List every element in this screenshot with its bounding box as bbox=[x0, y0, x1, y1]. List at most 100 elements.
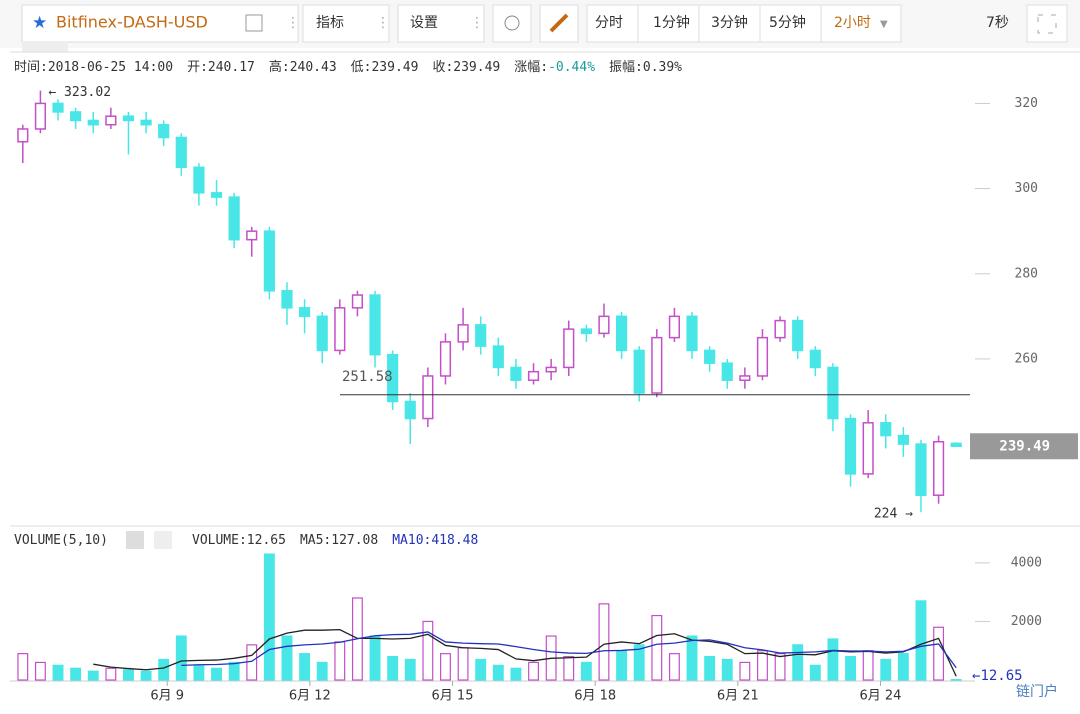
candle-body bbox=[140, 119, 152, 126]
candle-body bbox=[193, 166, 205, 194]
active-period[interactable]: 2小时 bbox=[834, 15, 871, 31]
candle-body bbox=[527, 370, 540, 381]
volume-bar bbox=[299, 653, 311, 681]
arrow: ← bbox=[972, 668, 980, 684]
fullscreen-button[interactable] bbox=[1026, 4, 1068, 43]
volume-bar bbox=[510, 667, 522, 681]
symbol[interactable]: Bitfinex-DASH-USD bbox=[56, 13, 208, 32]
candle-body bbox=[897, 434, 909, 445]
candle-body bbox=[122, 115, 135, 122]
candle-body bbox=[158, 123, 170, 139]
volume-bar bbox=[809, 664, 821, 681]
close-icon bbox=[154, 531, 172, 549]
volume-legend: VOLUME:12.65 MA5:127.08 MA10:418.48 bbox=[192, 533, 478, 548]
volume-bar bbox=[140, 670, 152, 681]
collapse-tab[interactable] bbox=[22, 42, 68, 52]
volume-bar bbox=[704, 655, 716, 681]
fullscreen-icon bbox=[1037, 14, 1057, 34]
candle-body bbox=[422, 375, 434, 420]
x-tick-label: 6月 12 bbox=[289, 689, 331, 704]
y-tick-label: 320 bbox=[1015, 96, 1038, 111]
volume-bar bbox=[334, 641, 346, 681]
volume-bar bbox=[228, 661, 240, 681]
candle-body bbox=[844, 417, 857, 475]
candle-body bbox=[739, 375, 751, 381]
indicator-button[interactable] bbox=[302, 4, 390, 43]
period[interactable]: 分时 bbox=[595, 15, 623, 31]
volume-bar bbox=[563, 655, 575, 681]
y-tick-label: 300 bbox=[1015, 181, 1038, 196]
candle-body bbox=[950, 442, 962, 448]
volume-bar bbox=[17, 653, 29, 681]
info-label: 收: bbox=[432, 60, 453, 75]
candle-body bbox=[580, 328, 592, 335]
vol-value: 12.65 bbox=[247, 533, 286, 548]
volume-title: VOLUME(5,10) bbox=[14, 533, 108, 548]
volume-bar bbox=[440, 653, 451, 681]
volume-bar bbox=[281, 635, 293, 681]
vol-label: VOLUME: bbox=[192, 533, 247, 548]
volume-bar bbox=[387, 655, 399, 681]
symbol-box[interactable] bbox=[21, 4, 299, 43]
volume-bar bbox=[158, 658, 170, 681]
volume-bar bbox=[316, 661, 328, 681]
volume-tick-label: 2000 bbox=[1011, 614, 1042, 629]
candle-body bbox=[756, 336, 769, 377]
info-value: 239.49 bbox=[371, 60, 418, 75]
candle-body bbox=[334, 307, 346, 352]
volume-bar bbox=[862, 650, 874, 681]
candle-body bbox=[668, 315, 681, 339]
volume-bar bbox=[369, 635, 381, 681]
theme-button[interactable] bbox=[492, 4, 532, 43]
volume-bar bbox=[933, 626, 945, 681]
ma10-label: MA10: bbox=[392, 533, 431, 548]
settings-button[interactable] bbox=[397, 4, 485, 43]
candle-body bbox=[175, 136, 187, 169]
volume-bar bbox=[721, 658, 733, 681]
info-label: 高: bbox=[269, 59, 290, 75]
candle-body bbox=[34, 102, 47, 130]
last-volume: 12.65 bbox=[980, 668, 1022, 684]
price-line-label: 251.58 bbox=[342, 369, 393, 385]
volume-bar bbox=[774, 653, 786, 681]
candle-body bbox=[281, 290, 293, 309]
candle-body bbox=[932, 440, 945, 496]
ma5-label: MA5: bbox=[300, 533, 331, 548]
candle-body bbox=[774, 319, 786, 339]
last-volume-tag: ←12.65 bbox=[972, 668, 1023, 684]
settings[interactable]: 设置 bbox=[410, 15, 438, 31]
candle-body bbox=[105, 115, 117, 126]
candle-body bbox=[316, 315, 328, 352]
sun-icon bbox=[504, 15, 520, 31]
dots: ⋮ bbox=[286, 15, 300, 31]
period[interactable]: 3分钟 bbox=[711, 14, 748, 31]
dots: ⋮ bbox=[376, 15, 390, 31]
candle-body bbox=[87, 119, 99, 126]
volume-bar bbox=[175, 635, 187, 681]
volume-bar bbox=[950, 679, 962, 681]
popout-icon[interactable] bbox=[245, 14, 263, 32]
candle-body bbox=[246, 230, 258, 241]
watermark: 链门户 bbox=[1016, 683, 1058, 700]
volume-bar bbox=[668, 653, 680, 681]
indicator[interactable]: 指标 bbox=[316, 15, 344, 31]
candle-body bbox=[263, 230, 275, 292]
candle-body bbox=[915, 443, 927, 496]
volume-bar bbox=[528, 661, 539, 681]
info-value: 240.17 bbox=[208, 60, 255, 75]
volume-bar bbox=[633, 644, 645, 681]
candle-body bbox=[228, 196, 240, 241]
candle-body bbox=[457, 324, 469, 343]
ma10-value: 418.48 bbox=[431, 533, 478, 548]
period[interactable]: 1分钟 bbox=[653, 14, 690, 31]
candle-body bbox=[651, 336, 663, 394]
period[interactable]: 5分钟 bbox=[769, 14, 806, 31]
candle-body bbox=[492, 345, 504, 369]
volume-bar bbox=[739, 661, 751, 681]
candle-body bbox=[70, 111, 82, 122]
candle-body bbox=[633, 349, 645, 394]
volume-bar bbox=[404, 658, 416, 681]
volume-bar bbox=[580, 661, 592, 681]
info-value: 239.49 bbox=[453, 60, 500, 75]
